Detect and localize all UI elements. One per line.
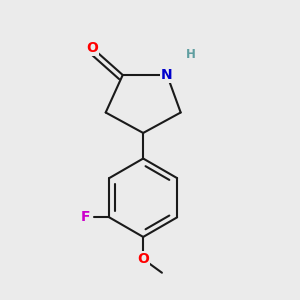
Text: F: F [81,210,90,224]
Text: H: H [186,48,196,61]
Text: N: N [161,68,173,82]
Text: O: O [137,252,149,266]
Text: O: O [86,41,98,55]
